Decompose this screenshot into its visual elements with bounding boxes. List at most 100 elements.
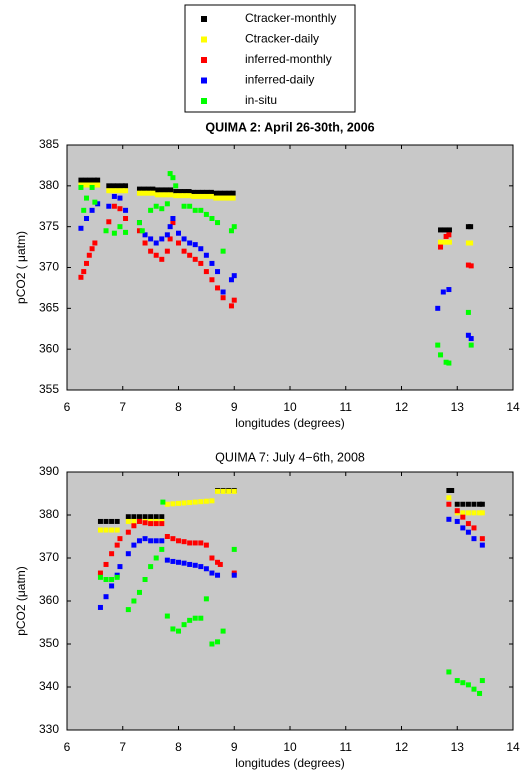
point <box>446 287 452 293</box>
point <box>78 274 84 280</box>
y-tick-label: 385 <box>39 137 59 151</box>
point <box>106 219 112 225</box>
point <box>192 562 198 568</box>
point <box>150 190 156 196</box>
point <box>170 536 176 542</box>
point <box>176 538 181 544</box>
point <box>454 678 460 684</box>
point <box>187 252 193 258</box>
point <box>228 303 234 309</box>
y-tick-label: 355 <box>39 382 59 396</box>
legend-label: inferred-monthly <box>245 52 332 66</box>
point <box>170 626 176 632</box>
point <box>231 273 237 279</box>
point <box>148 564 154 570</box>
point <box>209 555 215 561</box>
point <box>435 305 441 311</box>
point <box>468 342 474 348</box>
point <box>181 560 187 566</box>
point <box>117 224 123 230</box>
y-axis-label: pCO2 (μatm) <box>14 566 28 636</box>
point <box>446 360 452 366</box>
point <box>170 558 176 564</box>
point <box>170 216 176 221</box>
point <box>168 187 174 193</box>
point <box>215 572 221 578</box>
point <box>123 207 129 213</box>
point <box>176 559 181 565</box>
point <box>142 536 148 542</box>
point <box>115 188 121 194</box>
y-tick-label: 360 <box>39 341 59 355</box>
point <box>471 686 477 692</box>
point <box>203 498 209 504</box>
point <box>192 242 198 248</box>
point <box>209 570 215 576</box>
point <box>103 577 109 582</box>
point <box>438 352 444 358</box>
point <box>103 228 109 234</box>
point <box>465 501 471 507</box>
point <box>479 536 485 542</box>
point <box>440 289 446 295</box>
point <box>220 289 226 295</box>
point <box>123 229 129 235</box>
point <box>153 203 159 209</box>
point <box>114 527 120 533</box>
point <box>109 583 115 589</box>
point <box>209 641 215 647</box>
point <box>89 246 95 252</box>
point <box>148 538 154 544</box>
legend-box <box>184 4 356 113</box>
point <box>181 500 187 506</box>
legend-label: Ctracker-monthly <box>245 11 336 25</box>
point <box>145 186 151 192</box>
point <box>150 186 156 192</box>
point <box>191 189 197 195</box>
legend-label: Ctracker-daily <box>245 32 319 46</box>
point <box>154 192 160 198</box>
point <box>477 690 483 696</box>
point <box>187 561 193 567</box>
point <box>153 240 159 246</box>
legend-label: in-situ <box>245 93 277 107</box>
point <box>199 193 205 199</box>
point <box>160 499 166 505</box>
point <box>460 510 466 516</box>
point <box>167 224 173 230</box>
point <box>111 203 117 209</box>
point <box>136 518 142 524</box>
point <box>159 206 165 212</box>
point <box>89 184 95 190</box>
point <box>231 297 237 303</box>
y-axis-label: pCO2 ( μatm) <box>14 231 28 304</box>
point <box>114 518 120 524</box>
point <box>231 224 237 230</box>
point <box>220 488 226 494</box>
point <box>186 193 192 199</box>
point <box>187 500 193 506</box>
x-tick-label: 8 <box>175 740 182 754</box>
x-tick-label: 12 <box>395 740 409 754</box>
x-tick-label: 13 <box>451 740 465 754</box>
point <box>103 527 109 533</box>
point <box>228 277 234 283</box>
point <box>167 171 173 177</box>
point <box>230 195 236 201</box>
x-tick-label: 14 <box>506 740 520 754</box>
point <box>97 574 103 580</box>
point <box>110 188 116 194</box>
point <box>123 188 129 194</box>
point <box>471 501 477 507</box>
point <box>471 536 477 542</box>
point <box>465 309 471 315</box>
point <box>217 190 223 196</box>
y-tick-label: 390 <box>39 464 59 478</box>
point <box>103 518 109 524</box>
point <box>164 557 170 563</box>
point <box>177 193 183 199</box>
x-tick-label: 10 <box>283 400 297 414</box>
point <box>209 498 215 504</box>
point <box>145 190 151 196</box>
point <box>91 177 97 183</box>
